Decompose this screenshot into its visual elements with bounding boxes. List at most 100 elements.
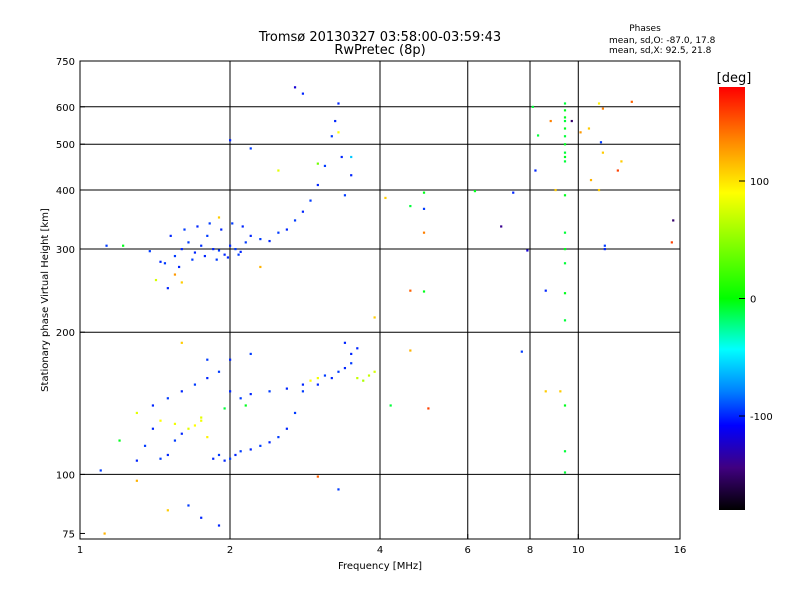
data-point	[105, 244, 108, 247]
data-point	[563, 471, 567, 474]
data-point	[277, 169, 280, 172]
data-point	[323, 164, 327, 168]
data-point	[180, 390, 183, 393]
data-point	[200, 416, 203, 419]
data-point	[268, 239, 271, 243]
data-points	[99, 86, 675, 535]
colorbar-label: [deg]	[717, 71, 752, 86]
data-point	[249, 392, 252, 396]
data-point	[196, 225, 199, 228]
x-tick-label: 16	[674, 545, 687, 556]
data-point	[301, 210, 305, 213]
data-point	[226, 256, 230, 259]
x-tick-label: 4	[377, 545, 383, 556]
data-point	[180, 281, 183, 284]
data-point	[544, 390, 547, 393]
data-point	[173, 254, 177, 258]
data-point	[293, 219, 297, 222]
data-point	[159, 457, 162, 460]
data-point	[268, 441, 271, 444]
y-tick-label: 500	[56, 140, 75, 151]
data-point	[249, 147, 252, 150]
data-point	[259, 237, 262, 241]
data-point	[159, 260, 162, 263]
data-point	[212, 457, 215, 460]
data-point	[244, 241, 247, 244]
data-point	[343, 194, 347, 197]
data-point	[200, 516, 203, 519]
data-point	[301, 383, 305, 386]
data-point	[229, 358, 232, 361]
data-point	[334, 119, 337, 123]
data-point	[559, 390, 562, 393]
data-point	[239, 450, 242, 453]
data-point	[223, 253, 226, 256]
data-point	[534, 169, 537, 172]
data-point	[422, 290, 426, 293]
data-point	[203, 254, 206, 258]
data-point	[337, 131, 340, 134]
data-point	[151, 427, 155, 430]
data-point	[122, 244, 125, 247]
data-point	[309, 379, 312, 382]
data-point	[500, 225, 503, 228]
data-point	[563, 319, 567, 322]
data-point	[422, 207, 426, 210]
data-point	[544, 289, 547, 292]
data-point	[183, 228, 186, 231]
data-point	[563, 262, 567, 265]
data-point	[597, 102, 601, 105]
data-point	[356, 376, 359, 380]
data-point	[268, 390, 271, 393]
data-point	[159, 419, 162, 422]
data-point	[154, 278, 158, 282]
data-point	[597, 188, 601, 192]
data-point	[301, 92, 305, 95]
data-point	[563, 102, 567, 105]
data-point	[229, 139, 232, 142]
data-point	[587, 127, 591, 130]
data-point	[599, 141, 603, 144]
data-point	[563, 109, 567, 112]
data-point	[343, 341, 347, 344]
data-point	[563, 135, 567, 138]
data-point	[563, 248, 567, 251]
data-point	[99, 469, 102, 472]
data-point	[244, 404, 247, 407]
colorbar-tick-label: 0	[750, 295, 756, 306]
data-point	[409, 289, 412, 292]
data-point	[135, 459, 138, 462]
data-point	[330, 376, 333, 380]
data-point	[217, 453, 221, 457]
data-point	[350, 362, 353, 365]
data-point	[549, 119, 552, 123]
data-point	[208, 222, 211, 225]
data-point	[277, 231, 280, 234]
y-tick-label: 750	[56, 57, 75, 68]
data-point	[373, 370, 376, 373]
data-point	[148, 250, 151, 253]
data-point	[316, 383, 319, 386]
data-point	[193, 383, 197, 386]
data-point	[536, 134, 540, 137]
colorbar-tick-label: 100	[750, 177, 769, 188]
y-tick-label: 75	[62, 529, 75, 540]
data-point	[563, 151, 567, 154]
x-tick-label: 6	[465, 545, 471, 556]
data-point	[191, 258, 194, 261]
data-point	[316, 183, 319, 187]
data-point	[337, 102, 340, 105]
data-point	[563, 160, 567, 163]
data-point	[217, 370, 221, 373]
y-axis-ticks: 75 100 200 300 400 500 600 750	[56, 57, 85, 540]
phases-header: Phases	[629, 24, 661, 34]
data-point	[409, 204, 412, 208]
data-point	[316, 376, 319, 380]
data-point	[187, 241, 190, 244]
data-point	[367, 374, 371, 377]
data-point	[362, 379, 365, 382]
data-point	[234, 453, 237, 457]
data-point	[616, 169, 619, 172]
x-tick-label: 2	[227, 545, 233, 556]
data-point	[343, 366, 347, 370]
